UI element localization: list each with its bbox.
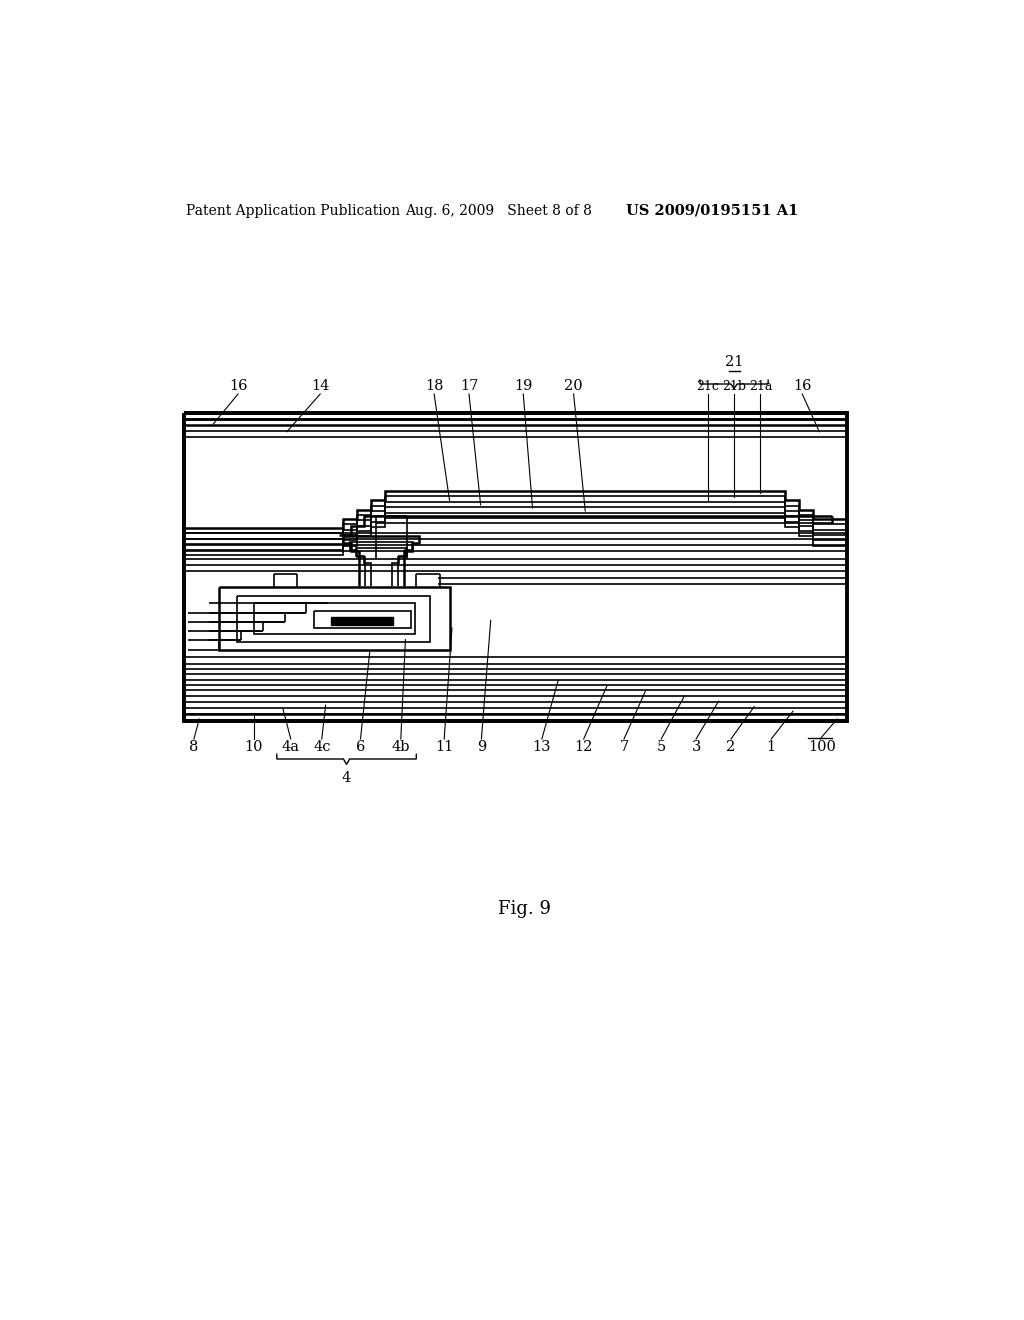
Text: 14: 14 [311,379,330,393]
Text: 2: 2 [726,739,735,754]
Text: 8: 8 [189,739,199,754]
Text: 20: 20 [564,379,583,393]
Text: 21b: 21b [722,380,746,393]
Text: 13: 13 [532,739,551,754]
Text: 18: 18 [425,379,443,393]
Text: 7: 7 [620,739,629,754]
Text: Patent Application Publication: Patent Application Publication [186,203,400,218]
Text: 21a: 21a [749,380,772,393]
Text: 12: 12 [574,739,593,754]
Text: US 2009/0195151 A1: US 2009/0195151 A1 [627,203,799,218]
Text: 9: 9 [477,739,486,754]
Text: 16: 16 [793,379,811,393]
Text: 4: 4 [342,771,351,784]
Text: 19: 19 [514,379,532,393]
Text: Aug. 6, 2009   Sheet 8 of 8: Aug. 6, 2009 Sheet 8 of 8 [406,203,592,218]
Text: 21c: 21c [696,380,719,393]
Text: 4b: 4b [391,739,410,754]
Text: Fig. 9: Fig. 9 [499,900,551,919]
Text: 21: 21 [725,355,743,370]
Text: 16: 16 [228,379,248,393]
Text: 10: 10 [245,739,263,754]
Text: 11: 11 [435,739,454,754]
Text: 1: 1 [767,739,776,754]
Text: 3: 3 [691,739,700,754]
Text: 17: 17 [460,379,478,393]
Text: 100: 100 [809,739,837,754]
Text: 6: 6 [355,739,366,754]
Text: 5: 5 [656,739,666,754]
Text: 4c: 4c [313,739,331,754]
Text: 4a: 4a [282,739,300,754]
